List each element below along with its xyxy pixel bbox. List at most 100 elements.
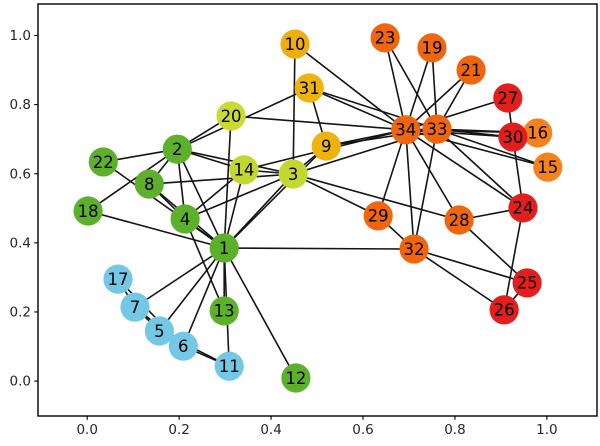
graph-node-label-1: 1 [219,239,230,258]
graph-node-label-26: 26 [494,301,515,320]
graph-node-label-14: 14 [233,161,254,180]
graph-node-9 [311,131,341,161]
graph-node-3 [278,159,308,189]
graph-edge-2-18 [87,148,178,212]
graph-node-13 [209,296,239,326]
graph-edge-23-33 [384,37,438,130]
graph-node-10 [280,29,310,59]
graph-edge-25-32 [413,248,528,284]
graph-node-label-10: 10 [284,35,305,54]
graph-node-label-11: 11 [219,357,240,376]
graph-edge-24-33 [436,128,524,209]
y-tick-label: 1.0 [10,28,31,44]
graph-node-label-28: 28 [449,211,470,230]
graph-node-label-6: 6 [178,337,189,356]
graph-edge-24-34 [405,129,524,209]
graph-edge-3-29 [292,173,379,217]
graph-edge-28-34 [405,129,460,221]
graph-edge-1-9 [223,145,327,249]
y-tick-label: 0.4 [10,235,31,251]
graph-node-label-33: 33 [427,120,448,139]
graph-node-label-17: 17 [107,270,128,289]
x-tick-label: 0.4 [260,422,281,438]
graph-node-28 [444,205,474,235]
graph-edge-4-13 [184,218,225,312]
graph-edge-25-28 [458,219,528,284]
x-tick-label: 0.0 [76,422,97,438]
x-tick-label: 1.0 [536,422,557,438]
graph-edge-1-2 [176,148,225,249]
graph-node-33 [422,114,452,144]
graph-edge-24-26 [503,207,524,311]
axes-frame [37,3,598,417]
y-tick-label: 0.2 [10,305,31,321]
graph-node-32 [399,234,429,264]
graph-edge-3-28 [292,173,460,221]
graph-node-19 [417,33,447,63]
graph-node-label-3: 3 [288,165,299,184]
graph-edge-21-34 [405,69,472,131]
graph-node-label-22: 22 [93,153,114,172]
graph-node-6 [168,331,198,361]
graph-node-label-12: 12 [285,369,306,388]
graph-node-1 [209,233,239,263]
graph-node-25 [512,268,542,298]
graph-node-label-24: 24 [512,199,533,218]
y-tick-label: 0.6 [10,166,31,182]
graph-edge-3-10 [292,44,296,175]
graph-node-label-7: 7 [130,298,141,317]
graph-node-label-27: 27 [497,89,518,108]
graph-node-label-34: 34 [395,121,416,140]
graph-node-2 [162,134,192,164]
graph-edge-3-8 [149,173,294,185]
graph-node-24 [508,193,538,223]
graph-node-label-8: 8 [144,175,155,194]
graph-node-7 [120,292,150,322]
y-tick-label: 0.8 [10,97,31,113]
graph-node-label-21: 21 [461,61,482,80]
graph-node-label-5: 5 [154,322,165,341]
graph-node-label-19: 19 [421,39,442,58]
graph-edge-1-22 [102,161,225,249]
graph-node-label-23: 23 [375,29,396,48]
graph-node-label-13: 13 [214,302,235,321]
graph-edge-23-34 [384,37,407,130]
graph-edge-20-34 [231,115,406,131]
graph-node-5 [144,316,174,346]
graph-node-label-2: 2 [172,140,183,159]
graph-node-label-16: 16 [527,124,548,143]
graph-node-label-18: 18 [78,202,99,221]
graph-node-23 [370,23,400,53]
graph-edge-1-7 [134,247,225,308]
x-tick-label: 0.2 [168,422,189,438]
graph-node-22 [88,147,118,177]
graph-edge-1-18 [87,210,225,249]
graph-node-label-20: 20 [221,107,242,126]
graph-node-15 [533,152,563,182]
graph-node-label-30: 30 [502,128,523,147]
graph-node-20 [216,101,246,131]
graph-node-label-9: 9 [321,137,332,156]
graph-edge-3-4 [184,173,294,220]
graph-edge-32-33 [413,128,438,250]
graph-node-8 [134,169,164,199]
graph-edge-32-34 [404,129,415,250]
x-tick-label: 0.8 [444,422,465,438]
graph-node-label-31: 31 [299,79,320,98]
graph-node-18 [73,196,103,226]
graph-node-31 [294,73,324,103]
graph-edge-1-32 [224,247,415,250]
graph-edge-31-34 [308,87,407,131]
graph-node-21 [456,55,486,85]
graph-node-30 [498,122,528,152]
graph-node-14 [229,155,259,185]
graph-node-label-25: 25 [517,274,538,293]
graph-node-17 [103,264,133,294]
graph-edge-1-12 [223,247,297,379]
x-tick-label: 0.6 [352,422,373,438]
graph-node-27 [493,83,523,113]
graph-node-label-4: 4 [180,210,191,229]
graph-edge-1-20 [223,115,232,249]
graph-node-11 [214,351,244,381]
